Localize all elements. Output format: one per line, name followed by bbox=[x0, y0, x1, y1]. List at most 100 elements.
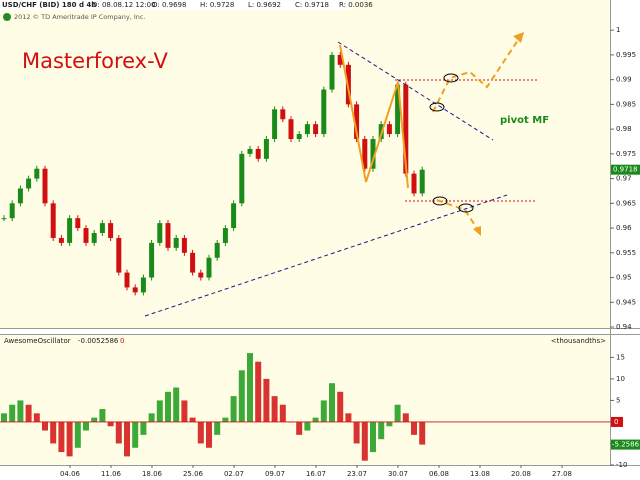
y-tick-label: 15 bbox=[616, 353, 625, 361]
pivot-marker bbox=[429, 102, 445, 112]
candle bbox=[370, 139, 376, 169]
y-tick-label: 0.945 bbox=[616, 298, 636, 306]
x-tick-label: 16.07 bbox=[306, 470, 326, 478]
symbol: USD/CHF (BID) 180 d 4h bbox=[2, 1, 96, 9]
copyright: 2012 © TD Ameritrade IP Company, Inc. bbox=[14, 13, 146, 21]
oscillator-panel bbox=[0, 335, 610, 465]
osc-bar bbox=[214, 421, 221, 435]
osc-bar bbox=[255, 361, 262, 422]
x-tick-label: 25.06 bbox=[183, 470, 204, 478]
x-tick-label: 13.08 bbox=[470, 470, 490, 478]
brand-label: Masterforex-V bbox=[22, 49, 168, 73]
osc-bar bbox=[124, 421, 130, 457]
x-tick-label: 30.07 bbox=[388, 470, 408, 478]
annotations bbox=[144, 32, 537, 317]
candle bbox=[149, 242, 155, 278]
candle bbox=[362, 139, 368, 169]
candle bbox=[99, 223, 105, 234]
osc-bar bbox=[411, 421, 417, 435]
candle bbox=[42, 168, 48, 204]
osc-bar bbox=[115, 421, 122, 444]
candle bbox=[263, 139, 269, 159]
candle bbox=[108, 223, 114, 238]
y-tick-label: 0.94 bbox=[616, 323, 632, 331]
candle bbox=[313, 124, 319, 135]
candle bbox=[34, 168, 40, 179]
osc-bar bbox=[66, 421, 73, 457]
osc-bar bbox=[206, 421, 212, 448]
x-tick-label: 27.08 bbox=[552, 470, 572, 478]
zero-box bbox=[611, 416, 623, 427]
y-tick-label: 5 bbox=[616, 396, 620, 404]
candle bbox=[403, 84, 409, 174]
y-tick-label: 0.98 bbox=[616, 125, 632, 133]
osc-bar bbox=[1, 413, 7, 422]
x-tick-label: 04.06 bbox=[60, 470, 81, 478]
candle bbox=[255, 148, 261, 159]
y-tick-label: 0.985 bbox=[616, 100, 636, 108]
x-tick-label: 11.06 bbox=[101, 470, 122, 478]
icon bbox=[3, 13, 11, 21]
osc-bar bbox=[42, 421, 48, 431]
osc-bar bbox=[386, 421, 393, 427]
candle bbox=[321, 89, 327, 135]
pivot-marker bbox=[432, 196, 448, 206]
wave-line bbox=[339, 44, 409, 189]
y-tick-label: -10 bbox=[616, 461, 627, 469]
info-field: R: 0.0036 bbox=[339, 1, 373, 9]
trend-line bbox=[337, 41, 494, 141]
forecast-path bbox=[432, 36, 521, 113]
osc-bar bbox=[148, 413, 155, 422]
osc-bar bbox=[312, 417, 319, 422]
last-price: 0.9718 bbox=[613, 166, 638, 174]
osc-bar bbox=[263, 378, 270, 422]
arrow-head bbox=[473, 226, 481, 236]
osc-bar bbox=[165, 391, 171, 422]
osc-bar bbox=[74, 421, 81, 448]
osc-bar bbox=[156, 400, 163, 422]
osc-param: 0 bbox=[120, 337, 124, 345]
y-tick-label: 0.975 bbox=[616, 150, 636, 158]
forecast-path bbox=[436, 199, 479, 231]
candle bbox=[1, 218, 7, 220]
candle bbox=[58, 237, 64, 243]
osc-bar bbox=[189, 417, 196, 422]
y-tick-label: 0.96 bbox=[616, 224, 632, 232]
pivot-marker bbox=[458, 203, 474, 213]
info-field: L: 0.9692 bbox=[248, 1, 281, 9]
candle bbox=[198, 272, 204, 278]
y-tick-label: 0.95 bbox=[616, 274, 632, 282]
candle bbox=[67, 218, 73, 243]
candle bbox=[337, 54, 343, 65]
candle bbox=[222, 228, 228, 243]
y-tick-label: 1 bbox=[616, 26, 620, 34]
candle bbox=[272, 109, 278, 140]
osc-bar bbox=[361, 421, 368, 461]
osc-bar bbox=[33, 413, 40, 422]
y-tick-label: 0.97 bbox=[616, 175, 632, 183]
candle bbox=[214, 242, 220, 258]
osc-bar bbox=[370, 421, 376, 453]
y-tick-label: 10 bbox=[616, 375, 625, 383]
osc-bar bbox=[279, 404, 286, 422]
osc-bar bbox=[173, 387, 180, 422]
osc-bar bbox=[99, 409, 106, 422]
osc-bar bbox=[320, 400, 327, 422]
osc-bar bbox=[197, 421, 204, 444]
x-tick-label: 23.07 bbox=[347, 470, 367, 478]
arrow-head bbox=[513, 32, 524, 43]
candle bbox=[132, 287, 138, 293]
osc-bar bbox=[17, 400, 24, 422]
candle bbox=[411, 173, 417, 194]
osc-bar bbox=[345, 413, 352, 422]
osc-title: AwesomeOscillator bbox=[4, 337, 71, 345]
marks bbox=[1, 51, 426, 461]
x-tick-label: 09.07 bbox=[265, 470, 285, 478]
trend-line bbox=[144, 194, 508, 317]
y-tick-label: 0.965 bbox=[616, 199, 636, 207]
osc-bar bbox=[353, 421, 360, 444]
info-field: D: 08.08.12 12:00 bbox=[92, 1, 156, 9]
x-tick-label: 18.06 bbox=[142, 470, 163, 478]
osc-bar bbox=[50, 421, 57, 444]
